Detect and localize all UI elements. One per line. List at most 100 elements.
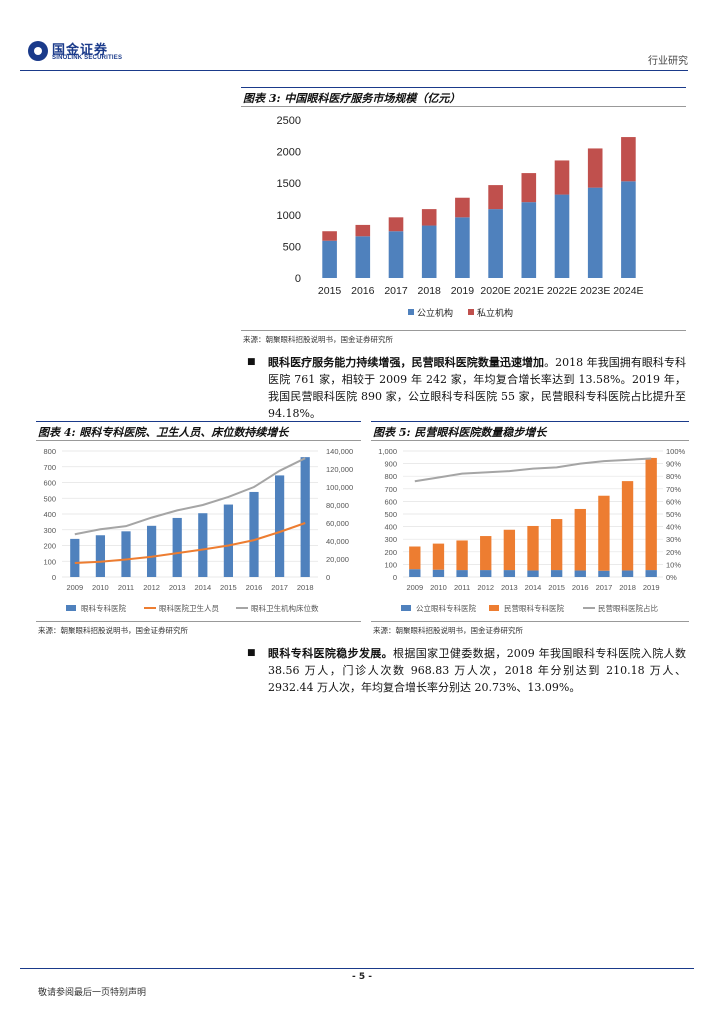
bar-segment xyxy=(456,540,468,571)
bar-segment xyxy=(355,224,371,237)
fig4-title: 图表 4: 眼科专科医院、卫生人员、床位数持续增长 xyxy=(38,426,289,439)
series-line xyxy=(74,522,306,565)
paragraph-2-text: 根据国家卫健委数据，2009 年我国眼科专科医院入院人数 38.56 万人，门诊… xyxy=(268,647,686,694)
bar xyxy=(300,457,310,577)
legend-swatch xyxy=(489,605,499,611)
bar xyxy=(198,513,208,577)
fig4-bottom-rule xyxy=(36,621,361,622)
bar-segment xyxy=(456,570,468,577)
x-tick-label: 2009 xyxy=(66,583,83,592)
y-tick-label: 600 xyxy=(384,497,397,506)
x-tick-label: 2014 xyxy=(194,583,211,592)
logo-mark-icon xyxy=(28,41,48,61)
x-tick-label: 2015 xyxy=(548,583,565,592)
bar-segment xyxy=(421,225,437,278)
logo-text-en: SINOLINK SECURITIES xyxy=(52,55,123,61)
x-tick-label: 2016 xyxy=(351,285,375,297)
bullet-icon: ■ xyxy=(247,648,256,658)
bullet-icon: ■ xyxy=(247,357,256,367)
paragraph-1-text: 。2018 年我国拥有眼科专科医院 761 家，相较于 2009 年 242 家… xyxy=(268,356,686,420)
bar xyxy=(146,525,157,577)
x-tick-label: 2010 xyxy=(92,583,109,592)
footer-divider xyxy=(20,968,694,969)
x-tick-label: 2011 xyxy=(118,583,134,592)
y-tick-label: 0 xyxy=(52,573,56,582)
y2-tick-label: 10% xyxy=(666,560,681,569)
x-tick-label: 2013 xyxy=(501,583,518,592)
y-tick-label: 700 xyxy=(384,485,397,494)
y2-tick-label: 140,000 xyxy=(326,447,353,456)
fig5-chart: 0 100 200 300 400 500 600 700 800 900 1,000 0% 10% 20… xyxy=(378,447,686,613)
bar-segment xyxy=(550,519,563,571)
bar-segment xyxy=(503,570,516,577)
bar-segment xyxy=(598,570,610,577)
y-tick-label: 500 xyxy=(384,510,397,519)
y-tick-label: 1500 xyxy=(277,178,301,190)
y2-tick-label: 100% xyxy=(666,447,686,456)
y2-tick-label: 30% xyxy=(666,535,681,544)
y2-tick-label: 60,000 xyxy=(326,519,349,528)
bar-segment xyxy=(621,137,636,182)
bar-segment xyxy=(587,187,603,278)
y-tick-label: 2000 xyxy=(277,147,301,159)
bar-segment xyxy=(554,160,570,195)
y-tick-label: 400 xyxy=(43,510,56,519)
x-tick-label: 2019 xyxy=(451,285,475,297)
y-tick-label: 1,000 xyxy=(378,447,397,456)
bar-segment xyxy=(645,457,657,571)
series-line xyxy=(414,457,652,483)
paragraph-1: 眼科医疗服务能力持续增强，民营眼科医院数量迅速增加。2018 年我国拥有眼科专科… xyxy=(268,354,686,422)
fig4-source: 来源：朝聚眼科招股说明书，国金证券研究所 xyxy=(38,626,188,635)
x-tick-label: 2022E xyxy=(547,285,577,297)
x-tick-label: 2024E xyxy=(613,285,643,297)
bar xyxy=(274,475,285,577)
x-tick-label: 2012 xyxy=(143,583,160,592)
bar-segment xyxy=(550,570,563,577)
bar-segment xyxy=(432,569,445,577)
series-line xyxy=(74,457,306,536)
legend-label: 公立眼科专科医院 xyxy=(416,603,476,613)
y2-tick-label: 60% xyxy=(666,497,681,506)
bar-segment xyxy=(409,546,421,570)
fig5-source: 来源：朝聚眼科招股说明书，国金证券研究所 xyxy=(373,626,523,635)
bar-segment xyxy=(355,236,371,278)
bar-segment xyxy=(455,197,470,218)
x-tick-label: 2017 xyxy=(384,285,408,297)
y2-tick-label: 120,000 xyxy=(326,465,353,474)
y-tick-label: 2500 xyxy=(277,115,301,127)
bar-segment xyxy=(645,570,657,577)
y-tick-label: 600 xyxy=(43,479,56,488)
bar-segment xyxy=(574,570,586,577)
y-tick-label: 200 xyxy=(43,542,56,551)
paragraph-1-lead: 眼科医疗服务能力持续增强，民营眼科医院数量迅速增加 xyxy=(268,356,545,369)
fig5-top-rule xyxy=(371,421,689,422)
y2-tick-label: 0 xyxy=(326,573,330,582)
legend-swatch xyxy=(401,605,411,611)
bar-segment xyxy=(521,202,537,278)
x-tick-label: 2016 xyxy=(246,583,263,592)
bar xyxy=(223,504,234,577)
footer-disclaimer: 敬请参阅最后一页特别声明 xyxy=(38,988,147,998)
x-tick-label: 2009 xyxy=(406,583,423,592)
y-tick-label: 500 xyxy=(43,494,56,503)
x-tick-label: 2010 xyxy=(430,583,447,592)
x-tick-label: 2018 xyxy=(297,583,314,592)
y-tick-label: 300 xyxy=(43,526,56,535)
bar-segment xyxy=(598,495,610,571)
bar-segment xyxy=(503,529,516,571)
x-tick-label: 2012 xyxy=(477,583,494,592)
fig4-title-rule xyxy=(36,440,361,441)
bar-segment xyxy=(409,569,421,577)
bar-segment xyxy=(455,217,470,278)
legend-label: 眼科专科医院 xyxy=(81,603,126,613)
bar-segment xyxy=(488,209,503,278)
legend-label: 公立机构 xyxy=(417,307,453,318)
x-tick-label: 2013 xyxy=(169,583,186,592)
bar-segment xyxy=(322,240,337,278)
y2-tick-label: 80,000 xyxy=(326,501,349,510)
x-tick-label: 2015 xyxy=(318,285,342,297)
bar-segment xyxy=(480,570,492,577)
x-tick-label: 2021E xyxy=(514,285,544,297)
y-tick-label: 300 xyxy=(384,535,397,544)
y-tick-label: 100 xyxy=(43,557,56,566)
